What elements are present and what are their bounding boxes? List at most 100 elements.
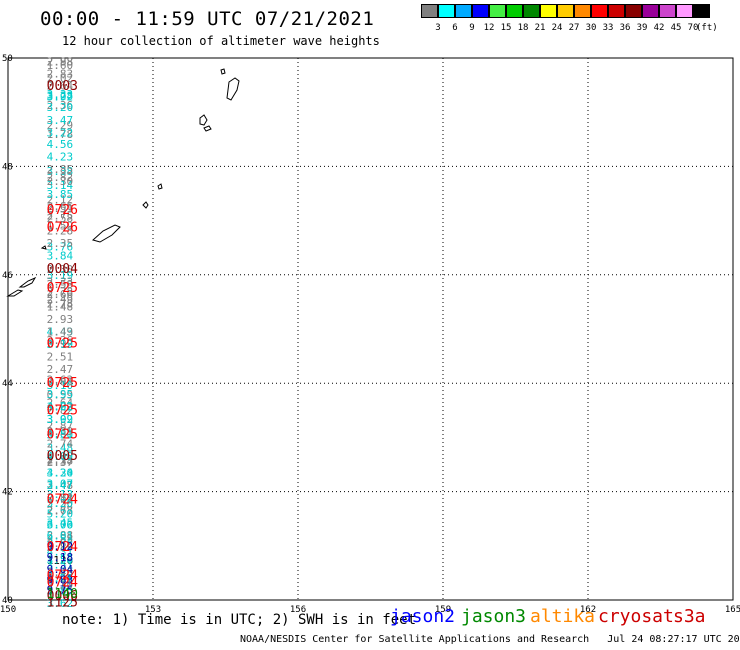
legend-label: 9 [469, 23, 475, 33]
pass-time-label: 0726 [47, 203, 78, 218]
legend-swatch [421, 4, 438, 18]
wave-height-value: 3.45 [47, 516, 74, 529]
wave-height-value: 3.30 [47, 466, 74, 479]
wave-height-value: 3.14 [47, 179, 74, 192]
satellite-jason2: jason2 [390, 606, 456, 627]
legend-swatch [523, 4, 540, 18]
wave-height-value: 3.02 [47, 413, 74, 426]
wave-height-value: 2.74 [47, 438, 74, 451]
wave-height-value: 2.78 [47, 297, 74, 310]
legend-swatch [557, 4, 574, 18]
pass-time-label: 1125 [47, 596, 78, 611]
wave-height-value: 3.33 [47, 88, 74, 101]
wave-height-value: 2.85 [47, 533, 74, 546]
wave-height-value: 3.76 [47, 240, 74, 253]
wave-height-value: 9.83 [47, 574, 74, 587]
legend-swatch [472, 4, 489, 18]
wave-height-value: 9.75 [47, 583, 74, 596]
longitude-label: 156 [290, 605, 306, 615]
legend-swatch [642, 4, 659, 18]
legend-swatch [608, 4, 625, 18]
wave-height-value: 5.20 [47, 508, 74, 521]
coastline-island [18, 276, 37, 288]
wave-height-value: 3.95 [47, 388, 74, 401]
credits-footer: NOAA/NESDIS Center for Satellite Applica… [240, 634, 740, 645]
legend-label: 15 [500, 23, 512, 33]
wave-height-value: 2.89 [47, 541, 74, 554]
wave-height-value: 2.93 [47, 313, 74, 326]
wave-height-value: 2.66 [47, 288, 74, 301]
pass-time-label: 0724 [47, 493, 78, 508]
pass-time-label: 0005 [47, 449, 78, 464]
wave-height-value: 2.38 [47, 455, 74, 468]
wave-height-value: 3.99 [47, 413, 74, 426]
latitude-label: 40 [2, 596, 13, 606]
wave-height-value: 3.48 [47, 441, 74, 454]
wave-height-value: 2.75 [47, 210, 74, 223]
wave-height-value: 4.81 [47, 427, 74, 440]
pass-time-label: 0003 [47, 79, 78, 94]
wave-height-value: 3.84 [47, 250, 74, 263]
wave-height-value: 2.30 [47, 263, 74, 276]
wave-height-value: 2.55 [47, 497, 74, 510]
pass-time-label: 0724 [47, 540, 78, 555]
wave-height-value: 3.51 [47, 559, 74, 572]
pass-time-label: 0004 [47, 262, 78, 277]
coastline-island [203, 125, 212, 132]
wave-height-value: 2.30 [47, 579, 74, 592]
coastline-island [142, 201, 149, 209]
wave-height-value: 2.63 [47, 374, 74, 387]
wave-height-value: 2.78 [47, 285, 74, 298]
pass-time-label: 0725 [47, 404, 78, 419]
pass-time-label: 0725 [47, 427, 78, 442]
coastline-island [220, 68, 226, 75]
wave-height-value: 2.11 [47, 491, 74, 504]
longitude-label: 159 [435, 605, 451, 615]
legend-swatch [676, 4, 693, 18]
units-note: note: 1) Time is in UTC; 2) SWH is in fe… [62, 612, 417, 628]
chart-subtitle: 12 hour collection of altimeter wave hei… [62, 34, 380, 48]
wave-height-value: 4.09 [47, 450, 74, 463]
wave-height-value: 2.64 [47, 397, 74, 410]
latitude-label: 48 [2, 162, 13, 172]
chart-title: 00:00 - 11:59 UTC 07/21/2021 [40, 8, 375, 30]
wave-height-value: 3.47 [47, 114, 74, 127]
legend-label: 30 [585, 23, 597, 33]
pass-time-label: 0725 [47, 376, 78, 391]
wave-height-value: 3.22 [47, 127, 74, 140]
wave-height-value: 2.15 [47, 453, 74, 466]
pass-time-label: 0724 [47, 568, 78, 583]
wave-height-value: 4.27 [47, 572, 74, 585]
wave-height-value: 3.19 [47, 269, 74, 282]
legend-label: 6 [452, 23, 458, 33]
legend-swatch [659, 4, 676, 18]
wave-height-value: 3.20 [47, 101, 74, 114]
wave-height-value: 1.48 [47, 301, 74, 314]
legend-label: 36 [619, 23, 631, 33]
wave-height-value: 3.47 [47, 479, 74, 492]
wave-height-value: 2.48 [47, 479, 74, 492]
wave-height-value: 3.50 [47, 554, 74, 567]
pass-time-label: 0724 [47, 575, 78, 590]
longitude-label: 150 [0, 605, 16, 615]
wave-height-value: 2.51 [47, 202, 74, 215]
legend-label: 45 [670, 23, 682, 33]
wave-height-value: 9.18 [47, 551, 74, 564]
wave-height-value: 2.82 [47, 404, 74, 417]
wave-height-value: 2.32 [47, 580, 74, 593]
pass-time-label: 0006 [47, 589, 78, 604]
wave-height-value: 3.06 [47, 518, 74, 531]
wave-height-value: 2.77 [47, 504, 74, 517]
wave-height-value: 1.60 [47, 59, 74, 72]
coastline-island [199, 114, 208, 126]
wave-height-value: 2.30 [47, 175, 74, 188]
legend-label: 21 [534, 23, 546, 33]
wave-height-value: 4.43 [47, 326, 74, 339]
wave-height-value: 1126 [47, 554, 74, 567]
coastline-island [91, 224, 121, 243]
wave-height-value: 2.47 [47, 363, 74, 376]
wave-height-value: 2.36 [47, 334, 74, 347]
legend-swatch [540, 4, 557, 18]
wave-height-value: 2.36 [47, 99, 74, 112]
wave-height-value: 4.24 [47, 466, 74, 479]
